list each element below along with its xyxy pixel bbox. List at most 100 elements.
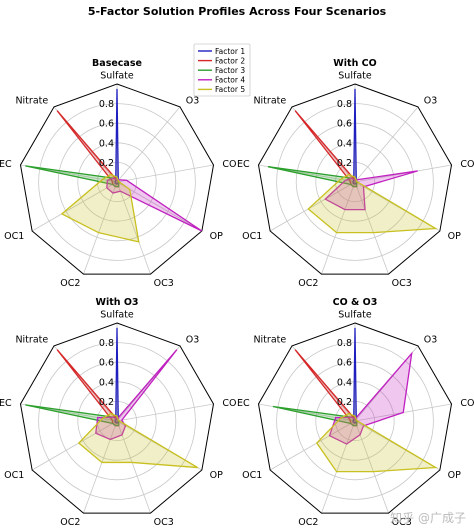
radial-tick-label: 0.6 bbox=[337, 358, 352, 369]
radar-panels: 0.2 0.4 0.6 0.8 Sulfate O3 CO OP OC3 OC2 OC1 EC Nitr… bbox=[0, 58, 474, 528]
radial-tick-label: 0.6 bbox=[337, 119, 352, 130]
series-factor-1 bbox=[114, 88, 120, 185]
spoke-line bbox=[31, 420, 118, 471]
spoke-line bbox=[354, 420, 389, 514]
radial-tick-label: 0.6 bbox=[99, 119, 114, 130]
axis-label-nitrate: Nitrate bbox=[253, 335, 286, 346]
spoke-line bbox=[31, 181, 118, 232]
figure-title: 5-Factor Solution Profiles Across Four S… bbox=[88, 5, 387, 18]
radar-frame bbox=[19, 83, 215, 275]
series-factor-1 bbox=[114, 327, 120, 424]
series-factor-4 bbox=[328, 351, 413, 445]
axis-label-o3: O3 bbox=[424, 96, 438, 107]
spoke-line bbox=[354, 106, 419, 183]
radial-tick-label: 0.6 bbox=[99, 358, 114, 369]
radial-tick-label: 0.8 bbox=[99, 99, 114, 110]
axis-label-co: CO bbox=[460, 159, 474, 170]
legend-label-factor-1: Factor 1 bbox=[215, 47, 245, 56]
axis-label-co: CO bbox=[460, 398, 474, 409]
spoke-line bbox=[116, 106, 181, 183]
axis-label-o3: O3 bbox=[186, 96, 200, 107]
axis-label-op: OP bbox=[448, 470, 461, 481]
spoke-line bbox=[269, 420, 356, 471]
axis-label-oc2: OC2 bbox=[60, 278, 80, 289]
radial-tick-label: 0.4 bbox=[337, 377, 352, 388]
axis-label-oc2: OC2 bbox=[298, 517, 318, 528]
radar-panel-co-o3: 0.2 0.4 0.6 0.8 Sulfate O3 CO OP OC3 OC2 OC1 EC Nitr… bbox=[237, 297, 474, 528]
panel-title: CO & O3 bbox=[333, 297, 378, 308]
series-factor-5 bbox=[307, 173, 438, 234]
axis-label-sulfate: Sulfate bbox=[338, 71, 372, 82]
axis-label-sulfate: Sulfate bbox=[100, 310, 134, 321]
radial-tick-label: 0.8 bbox=[337, 338, 352, 349]
radial-tick-label: 0.8 bbox=[99, 338, 114, 349]
axis-label-nitrate: Nitrate bbox=[15, 335, 48, 346]
radial-tick-label: 0.8 bbox=[337, 99, 352, 110]
panel-title: Basecase bbox=[92, 58, 142, 69]
legend-label-factor-4: Factor 4 bbox=[215, 76, 245, 85]
axis-label-oc2: OC2 bbox=[60, 517, 80, 528]
radial-tick-label: 0.2 bbox=[337, 158, 352, 169]
radar-frame bbox=[257, 83, 453, 275]
axis-label-oc3: OC3 bbox=[392, 517, 412, 528]
series-factor-4 bbox=[324, 170, 418, 211]
axis-label-co: CO bbox=[222, 159, 236, 170]
axis-label-oc1: OC1 bbox=[242, 231, 262, 242]
axis-label-ec: EC bbox=[0, 398, 12, 409]
axis-label-ec: EC bbox=[237, 159, 250, 170]
radial-tick-label: 0.2 bbox=[99, 397, 114, 408]
axis-label-oc1: OC1 bbox=[4, 470, 24, 481]
spoke-line bbox=[116, 181, 203, 232]
series-factor-5 bbox=[60, 173, 140, 243]
panel-title: With O3 bbox=[95, 297, 138, 308]
series-factor-1 bbox=[352, 327, 358, 424]
series-factor-1 bbox=[352, 88, 358, 185]
series-factor-5 bbox=[77, 412, 198, 469]
radial-tick-label: 0.2 bbox=[337, 397, 352, 408]
radial-tick-label: 0.4 bbox=[99, 138, 114, 149]
radar-frame bbox=[19, 322, 215, 514]
axis-label-nitrate: Nitrate bbox=[15, 96, 48, 107]
watermark: 知乎 @广成子 bbox=[390, 511, 466, 525]
legend-label-factor-2: Factor 2 bbox=[215, 56, 245, 65]
axis-label-oc3: OC3 bbox=[392, 278, 412, 289]
series-factor-5 bbox=[315, 412, 438, 473]
panel-title: With CO bbox=[333, 58, 376, 69]
legend-box bbox=[193, 43, 251, 97]
axis-label-oc3: OC3 bbox=[154, 278, 174, 289]
radial-tick-label: 0.2 bbox=[99, 158, 114, 169]
spoke-line bbox=[321, 181, 356, 275]
radial-tick-label: 0.4 bbox=[99, 377, 114, 388]
axis-label-oc2: OC2 bbox=[298, 278, 318, 289]
spoke-line bbox=[116, 164, 214, 183]
spoke-line bbox=[116, 181, 151, 275]
radar-panel-with-co: 0.2 0.4 0.6 0.8 Sulfate O3 CO OP OC3 OC2 OC1 EC Nitr… bbox=[237, 58, 474, 289]
axis-label-oc3: OC3 bbox=[154, 517, 174, 528]
axis-label-nitrate: Nitrate bbox=[253, 96, 286, 107]
axis-label-ec: EC bbox=[237, 398, 250, 409]
spoke-line bbox=[269, 181, 356, 232]
radar-panel-basecase: 0.2 0.4 0.6 0.8 Sulfate O3 CO OP OC3 OC2 OC1 EC Nitr… bbox=[0, 58, 236, 289]
axis-label-oc1: OC1 bbox=[4, 231, 24, 242]
axis-label-sulfate: Sulfate bbox=[100, 71, 134, 82]
legend-label-factor-5: Factor 5 bbox=[215, 85, 245, 94]
spoke-line bbox=[116, 403, 214, 422]
spoke-line bbox=[116, 420, 151, 514]
axis-label-ec: EC bbox=[0, 159, 12, 170]
radar-frame bbox=[257, 322, 453, 514]
spoke-line bbox=[83, 181, 118, 275]
axis-label-co: CO bbox=[222, 398, 236, 409]
axis-label-sulfate: Sulfate bbox=[338, 310, 372, 321]
axis-label-o3: O3 bbox=[424, 335, 438, 346]
axis-label-oc1: OC1 bbox=[242, 470, 262, 481]
legend-label-factor-3: Factor 3 bbox=[215, 66, 245, 75]
spoke-line bbox=[321, 420, 356, 514]
axis-label-o3: O3 bbox=[186, 335, 200, 346]
spoke-line bbox=[83, 420, 118, 514]
radial-tick-label: 0.4 bbox=[337, 138, 352, 149]
spoke-line bbox=[354, 181, 389, 275]
axis-label-op: OP bbox=[210, 470, 223, 481]
axis-label-op: OP bbox=[448, 231, 461, 242]
